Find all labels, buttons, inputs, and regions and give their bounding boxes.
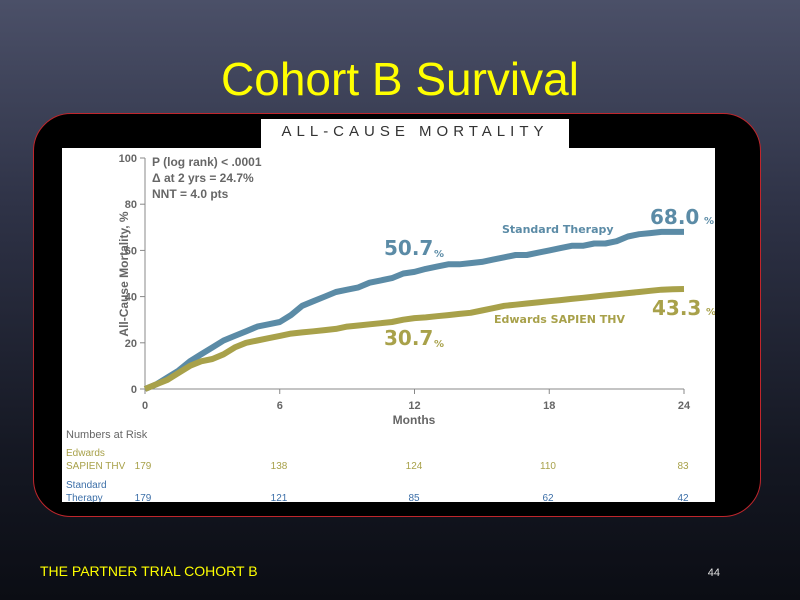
risk-row-label-standard-1: Standard: [66, 480, 107, 491]
banner-title: ALL-CAUSE MORTALITY: [281, 123, 549, 140]
mid-value-standard-therapy: 50.7: [384, 236, 433, 260]
x-tick-label: 12: [408, 400, 420, 412]
stat-logrank: P (log rank) < .0001: [152, 155, 262, 169]
page-number: 44: [707, 567, 720, 579]
chart-banner: ALL-CAUSE MORTALITY: [261, 119, 569, 148]
risk-value: 62: [542, 493, 554, 502]
y-tick-label: 40: [125, 292, 137, 304]
y-tick-label: 60: [125, 245, 137, 257]
series-line-edwards-sapien: [143, 286, 685, 392]
y-axis-title: All-Cause Mortality, %: [117, 211, 131, 336]
risk-value: 121: [271, 493, 288, 502]
risk-row-label-edwards-1: Edwards: [66, 448, 105, 459]
x-tick-label: 0: [142, 400, 148, 412]
risk-row-label-standard-2: Therapy: [66, 493, 103, 502]
x-tick-label: 24: [678, 400, 691, 412]
risk-value: 83: [677, 461, 689, 472]
end-value-edwards-sapien: 43.3: [652, 296, 701, 320]
x-tick-label: 18: [543, 400, 555, 412]
stat-delta: Δ at 2 yrs = 24.7%: [152, 171, 254, 185]
mid-value-edwards-sapien: 30.7: [384, 326, 433, 350]
mortality-chart: 0 20 40 60 80 100 0 6 12 18 24 All-Cause Mortalit…: [66, 153, 715, 502]
y-tick-label: 100: [119, 153, 137, 165]
mid-value-standard-pct: %: [434, 249, 444, 260]
slide-title: Cohort B Survival: [221, 53, 579, 105]
y-tick-label: 80: [125, 199, 137, 211]
end-value-standard-therapy: 68.0: [650, 205, 699, 229]
risk-value: 179: [135, 461, 152, 472]
x-tick-label: 6: [277, 400, 283, 412]
y-tick-label: 20: [125, 338, 137, 350]
risk-value: 85: [408, 493, 420, 502]
risk-value: 42: [677, 493, 689, 502]
numbers-at-risk-title: Numbers at Risk: [66, 429, 148, 441]
risk-row-label-edwards-2: SAPIEN THV: [66, 461, 126, 472]
mid-value-edwards-pct: %: [434, 339, 444, 350]
x-axis-title: Months: [393, 413, 436, 427]
series-label-standard-therapy: Standard Therapy: [502, 223, 614, 236]
footer-trial-name: THE PARTNER TRIAL COHORT B: [40, 563, 258, 579]
risk-value: 138: [271, 461, 288, 472]
risk-value: 179: [135, 493, 152, 502]
risk-value: 110: [540, 461, 556, 472]
end-value-standard-pct: %: [704, 216, 714, 227]
end-value-edwards-pct: %: [706, 307, 715, 318]
series-line-standard-therapy: [143, 228, 684, 392]
series-label-edwards-sapien: Edwards SAPIEN THV: [494, 313, 625, 326]
stat-nnt: NNT = 4.0 pts: [152, 187, 229, 201]
chart-panel: 0 20 40 60 80 100 0 6 12 18 24 All-Cause Mortalit…: [62, 148, 715, 502]
y-tick-label: 0: [131, 384, 137, 396]
risk-value: 124: [406, 461, 423, 472]
